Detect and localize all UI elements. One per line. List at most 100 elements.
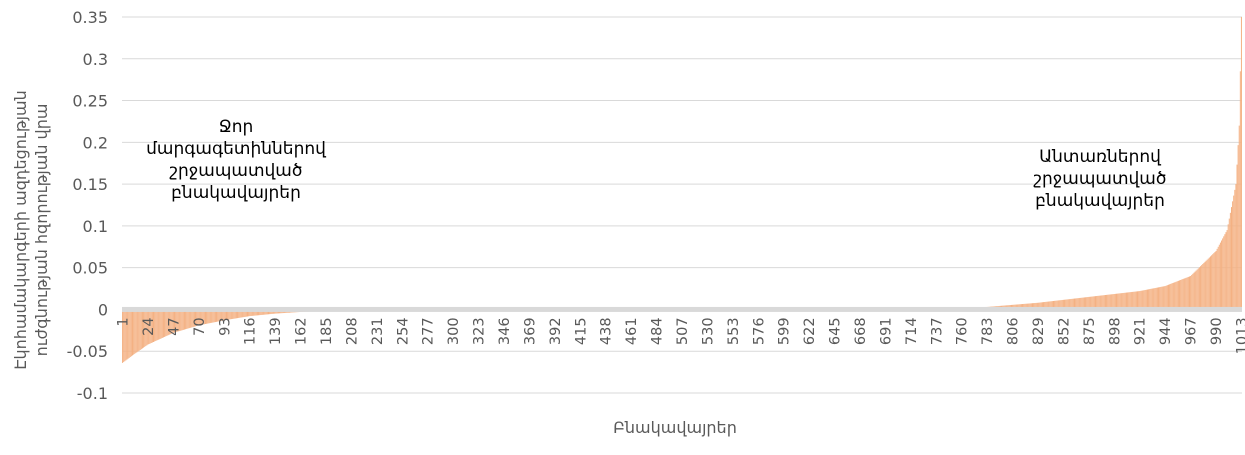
x-tick-label: 1: [116, 317, 132, 326]
bar: [212, 309, 214, 323]
bar: [177, 309, 179, 332]
bar: [217, 309, 219, 322]
bar: [1203, 262, 1205, 310]
bar: [1045, 301, 1047, 310]
bar: [1194, 271, 1196, 310]
bar: [195, 309, 197, 327]
bar: [1188, 276, 1190, 310]
y-tick-label: 0.2: [83, 133, 108, 152]
bar: [1071, 298, 1073, 310]
x-tick-label: 783: [980, 317, 996, 345]
bar: [1025, 303, 1027, 310]
bar: [213, 309, 215, 323]
bar: [185, 309, 187, 330]
bar: [1163, 286, 1165, 310]
bar: [135, 309, 137, 354]
bar: [1228, 218, 1230, 310]
bar: [1145, 289, 1147, 310]
bar: [1155, 287, 1157, 310]
bar: [239, 309, 241, 318]
x-tick-label: 1013: [1234, 317, 1245, 354]
bar: [209, 309, 211, 324]
y-tick-label: -0.1: [77, 384, 108, 403]
bar: [1236, 164, 1238, 310]
bar: [1107, 294, 1109, 310]
bar: [1148, 289, 1150, 310]
bar: [250, 309, 252, 317]
y-tick-label: -0.05: [67, 342, 108, 361]
bar: [191, 309, 193, 328]
bar: [1052, 300, 1054, 310]
bar: [1111, 294, 1113, 310]
bar: [232, 309, 234, 319]
bar: [1207, 258, 1209, 310]
bar: [124, 309, 126, 362]
bar: [1153, 288, 1155, 310]
bar: [225, 309, 227, 320]
bar: [200, 309, 202, 325]
bar: [1078, 298, 1080, 310]
bar: [245, 309, 247, 317]
bar: [149, 309, 151, 344]
bar: [264, 309, 266, 315]
x-tick-label: 714: [904, 317, 920, 345]
bar: [1057, 300, 1059, 310]
bar: [1036, 302, 1038, 310]
bar: [1035, 302, 1037, 310]
bar: [1067, 299, 1069, 310]
bar: [1038, 302, 1040, 310]
bar: [1234, 189, 1236, 310]
bar: [1146, 289, 1148, 310]
x-tick-label: 668: [853, 317, 869, 345]
bar: [1177, 280, 1179, 310]
bar: [1173, 282, 1175, 310]
bar: [170, 309, 172, 334]
x-tick-label: 139: [268, 317, 284, 345]
bar: [1033, 303, 1035, 310]
bar: [144, 309, 146, 347]
bar: [1037, 302, 1039, 310]
bar: [1192, 273, 1194, 310]
bar: [1226, 230, 1228, 310]
bar: [214, 309, 216, 323]
bar: [1049, 301, 1051, 310]
bar: [1225, 232, 1227, 310]
bar: [1109, 294, 1111, 310]
x-tick-label: 622: [802, 317, 818, 345]
x-tick-label: 116: [243, 317, 259, 345]
bar: [130, 309, 132, 357]
bar: [125, 309, 127, 361]
bar: [199, 309, 201, 326]
bar: [175, 309, 177, 333]
bar: [1174, 282, 1176, 310]
bar: [1175, 281, 1177, 310]
bar: [193, 309, 195, 327]
bar: [1100, 295, 1102, 310]
bar: [1211, 255, 1213, 310]
bar: [145, 309, 147, 347]
bar: [1169, 284, 1171, 310]
bar: [1103, 295, 1105, 310]
bar: [1059, 300, 1061, 310]
bar: [1132, 291, 1134, 310]
bar: [1031, 303, 1033, 310]
bar: [1133, 291, 1135, 310]
bar: [1061, 299, 1063, 310]
bar: [141, 309, 143, 349]
bar: [1060, 300, 1062, 310]
bar: [137, 309, 139, 352]
bar: [1079, 297, 1081, 310]
bar: [1224, 234, 1226, 310]
x-tick-label: 829: [1031, 317, 1047, 345]
x-tick-label: 24: [141, 317, 157, 335]
bar: [1087, 297, 1089, 310]
bar: [190, 309, 192, 328]
bar: [168, 309, 170, 335]
bar: [1183, 278, 1185, 310]
bar: [1088, 296, 1090, 310]
bar: [1230, 207, 1232, 310]
bar: [1055, 300, 1057, 310]
bar: [156, 309, 158, 341]
bar: [221, 309, 223, 321]
bar: [1099, 295, 1101, 310]
